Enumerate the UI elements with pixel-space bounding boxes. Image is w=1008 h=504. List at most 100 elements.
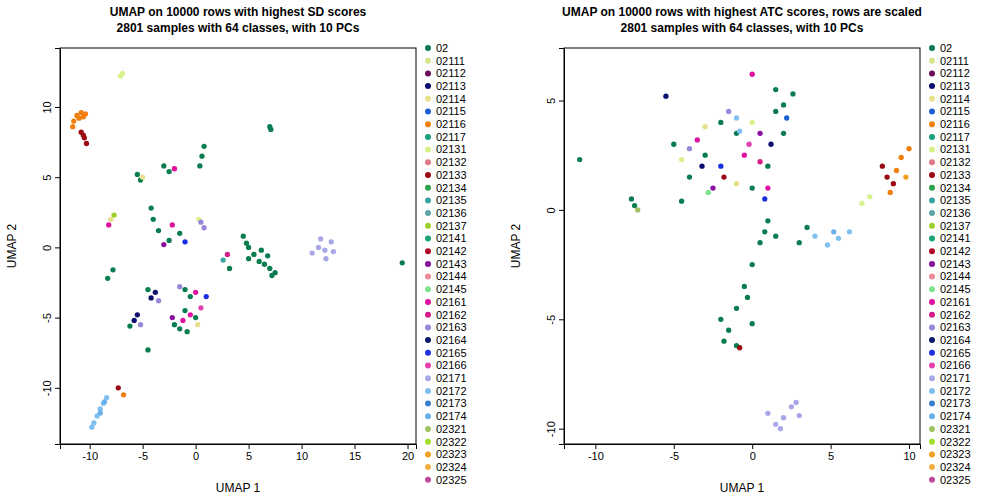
point [695, 137, 700, 142]
legend-label: 02142 [436, 245, 467, 257]
series [108, 175, 200, 328]
point [765, 411, 770, 416]
legend-swatch [425, 388, 431, 394]
point [198, 305, 203, 310]
legend-item: 02325 [425, 474, 467, 486]
plot-frame [564, 48, 920, 444]
point [241, 234, 246, 239]
point [773, 87, 778, 92]
point [784, 115, 789, 120]
legend-label: 02173 [940, 397, 971, 409]
x-tick-mark [831, 444, 832, 449]
point [244, 241, 249, 246]
x-tick: 0 [750, 444, 756, 462]
point [108, 217, 113, 222]
point [699, 163, 704, 168]
y-tick: 0 [545, 207, 564, 213]
x-axis-title: UMAP 1 [216, 481, 261, 495]
legend-swatch [929, 464, 935, 470]
point [148, 295, 153, 300]
point [193, 315, 198, 320]
panel: UMAP on 10000 rows with highest ATC scor… [509, 5, 971, 495]
x-tick: 15 [349, 444, 361, 462]
legend-label: 02323 [940, 448, 971, 460]
legend-label: 02115 [940, 105, 970, 117]
series [687, 109, 731, 151]
legend-swatch [929, 134, 935, 140]
point [726, 109, 731, 114]
legend-item: 02173 [425, 397, 467, 409]
legend-swatch [929, 375, 935, 381]
legend-item: 02162 [929, 309, 971, 321]
point [632, 203, 637, 208]
legend-swatch [929, 324, 935, 330]
x-axis: -10-505101520 [61, 444, 417, 462]
point [750, 72, 755, 77]
x-tick-mark [752, 444, 753, 449]
y-tick-label: -5 [41, 313, 53, 323]
y-axis: -10-505 [545, 49, 565, 445]
x-tick: 20 [402, 444, 414, 462]
legend-label: 02 [940, 42, 952, 54]
legend-item: 02141 [425, 232, 467, 244]
point [265, 253, 270, 258]
y-tick-mark [55, 247, 60, 248]
legend-swatch [425, 223, 431, 229]
legend-item: 02161 [425, 296, 467, 308]
point [757, 131, 762, 136]
y-tick-label: -5 [545, 315, 557, 325]
legend-label: 02172 [436, 385, 467, 397]
point [182, 287, 187, 292]
legend-item: 02141 [929, 232, 971, 244]
legend-label: 02161 [436, 296, 467, 308]
x-tick-mark [90, 444, 91, 449]
point [197, 163, 202, 168]
y-tick-mark [55, 177, 60, 178]
legend-item: 02137 [929, 220, 971, 232]
point [331, 249, 336, 254]
legend-label: 02165 [940, 347, 971, 359]
legend-label: 02144 [940, 270, 971, 282]
legend-label: 02116 [940, 118, 970, 130]
point [737, 345, 742, 350]
point [166, 238, 171, 243]
point [318, 236, 323, 241]
legend-label: 02163 [940, 321, 971, 333]
point [718, 317, 723, 322]
y-axis-title: UMAP 2 [5, 223, 19, 268]
series [757, 159, 762, 164]
legend-item: 02142 [425, 245, 467, 257]
point [836, 236, 841, 241]
point [773, 109, 778, 114]
point [81, 114, 86, 119]
point [140, 175, 145, 180]
series [695, 72, 771, 191]
legend-swatch [929, 261, 935, 267]
x-axis-title: UMAP 1 [720, 481, 765, 495]
point [773, 234, 778, 239]
point [322, 248, 327, 253]
x-tick-mark [595, 444, 596, 449]
point [227, 266, 232, 271]
points [70, 71, 405, 430]
legend-label: 02162 [940, 309, 971, 321]
series [679, 120, 872, 206]
legend-swatch [425, 477, 431, 483]
legend-item: 02321 [929, 423, 971, 435]
legend: 0202111021120211302114021150211602117021… [425, 42, 467, 486]
legend-swatch [929, 109, 935, 115]
point [111, 212, 116, 217]
legend-item: 02323 [929, 448, 971, 460]
x-tick-mark [408, 444, 409, 449]
point [687, 174, 692, 179]
x-tick-label: -5 [138, 450, 148, 462]
subtitle: 2801 samples with 64 classes, with 10 PC… [621, 21, 864, 35]
legend-swatch [425, 312, 431, 318]
y-tick: -5 [545, 315, 564, 325]
legend-item: 02166 [929, 359, 971, 371]
point [71, 118, 76, 123]
point [198, 219, 203, 224]
point [859, 201, 864, 206]
x-tick-label: 0 [193, 450, 199, 462]
legend-item: 02131 [929, 143, 971, 155]
